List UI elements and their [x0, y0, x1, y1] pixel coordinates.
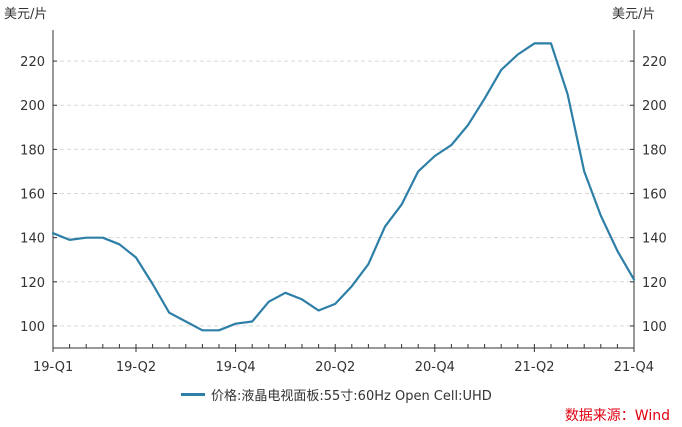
legend-swatch — [181, 393, 205, 396]
y-tick-label-left: 100 — [20, 320, 45, 335]
y-tick-label-left: 140 — [20, 232, 45, 247]
y-tick-label-left: 160 — [20, 188, 45, 203]
x-tick-label: 19-Q4 — [215, 360, 255, 375]
x-tick-label: 21-Q4 — [614, 360, 654, 375]
y-tick-label-right: 160 — [642, 188, 667, 203]
y-tick-label-right: 220 — [642, 55, 667, 70]
y-tick-label-right: 200 — [642, 99, 667, 114]
y-tick-label-right: 140 — [642, 232, 667, 247]
x-tick-label: 21-Q2 — [514, 360, 554, 375]
y-tick-label-right: 100 — [642, 320, 667, 335]
y-ticks: 100 100 120 120 140 140 160 160 180 180 200 200 220 2… — [20, 55, 667, 335]
left-unit-label: 美元/片 — [4, 7, 47, 22]
y-tick-label-right: 120 — [642, 276, 667, 291]
x-ticks: 19-Q1 19-Q2 19-Q4 20-Q2 20-Q4 21-Q2 21-Q4 — [33, 344, 654, 375]
source-note: 数据来源：Wind — [564, 408, 670, 424]
y-tick-label-left: 180 — [20, 143, 45, 158]
y-tick-label-left: 120 — [20, 276, 45, 291]
y-tick-label-left: 220 — [20, 55, 45, 70]
gridlines — [53, 60, 634, 327]
legend: 价格:液晶电视面板:55寸:60Hz Open Cell:UHD — [181, 385, 492, 404]
x-tick-label: 20-Q4 — [415, 360, 455, 375]
series-line — [51, 42, 636, 332]
y-tick-label-right: 180 — [642, 143, 667, 158]
x-tick-label: 19-Q2 — [116, 360, 156, 375]
x-tick-label: 19-Q1 — [33, 360, 73, 375]
axes — [52, 30, 635, 349]
right-unit-label: 美元/片 — [612, 7, 655, 22]
legend-label: 价格:液晶电视面板:55寸:60Hz Open Cell:UHD — [211, 389, 492, 404]
x-tick-label: 20-Q2 — [315, 360, 355, 375]
y-tick-label-left: 200 — [20, 99, 45, 114]
